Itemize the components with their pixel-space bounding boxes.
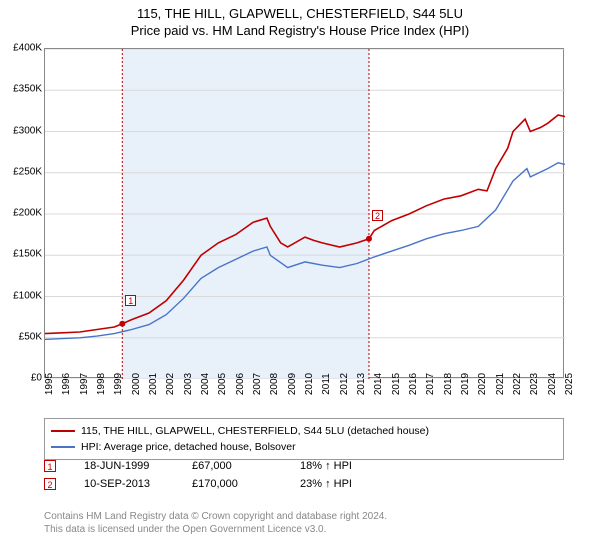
legend-label-property: 115, THE HILL, GLAPWELL, CHESTERFIELD, S…: [81, 423, 429, 439]
xtick-label: 1996: [61, 373, 72, 395]
footer: Contains HM Land Registry data © Crown c…: [44, 510, 387, 536]
xtick-label: 2015: [391, 373, 402, 395]
xtick-label: 2002: [165, 373, 176, 395]
xtick-label: 2001: [148, 373, 159, 395]
xtick-label: 2009: [287, 373, 298, 395]
sale-row-1: 1 18-JUN-1999 £67,000 18% ↑ HPI: [44, 460, 380, 472]
ytick-label: £0: [31, 373, 42, 384]
title-block: 115, THE HILL, GLAPWELL, CHESTERFIELD, S…: [0, 0, 600, 38]
plot-wrap: £0£50K£100K£150K£200K£250K£300K£350K£400…: [44, 48, 564, 378]
xtick-label: 2006: [235, 373, 246, 395]
xtick-label: 2012: [339, 373, 350, 395]
xtick-label: 2017: [425, 373, 436, 395]
sale-date-1: 18-JUN-1999: [84, 460, 164, 472]
xtick-label: 2007: [252, 373, 263, 395]
xtick-label: 2019: [460, 373, 471, 395]
chart-sale-marker: 2: [372, 210, 383, 221]
plot-area: [44, 48, 564, 378]
xtick-label: 1998: [96, 373, 107, 395]
xtick-label: 2011: [321, 373, 332, 395]
legend-row-hpi: HPI: Average price, detached house, Bols…: [51, 439, 557, 455]
xtick-label: 2023: [529, 373, 540, 395]
sale-vshpi-1: 18% ↑ HPI: [300, 460, 380, 472]
chart-sale-marker: 1: [125, 295, 136, 306]
xtick-label: 2010: [304, 373, 315, 395]
chart-svg: [45, 49, 565, 379]
sale-marker-1: 1: [44, 460, 56, 472]
xtick-label: 2018: [443, 373, 454, 395]
xtick-label: 2021: [495, 373, 506, 395]
xtick-label: 2000: [131, 373, 142, 395]
title-line1: 115, THE HILL, GLAPWELL, CHESTERFIELD, S…: [0, 6, 600, 21]
legend-swatch-property: [51, 430, 75, 432]
xtick-label: 2025: [564, 373, 575, 395]
ytick-label: £300K: [13, 125, 42, 136]
xtick-label: 1997: [79, 373, 90, 395]
ytick-label: £150K: [13, 249, 42, 260]
sale-vshpi-2: 23% ↑ HPI: [300, 478, 380, 490]
legend-swatch-hpi: [51, 446, 75, 448]
ytick-label: £250K: [13, 166, 42, 177]
footer-line2: This data is licensed under the Open Gov…: [44, 523, 387, 536]
sale-date-2: 10-SEP-2013: [84, 478, 164, 490]
xtick-label: 2003: [183, 373, 194, 395]
xtick-label: 2016: [408, 373, 419, 395]
xtick-label: 1999: [113, 373, 124, 395]
xtick-label: 2020: [477, 373, 488, 395]
ytick-label: £350K: [13, 84, 42, 95]
sales-block: 1 18-JUN-1999 £67,000 18% ↑ HPI 2 10-SEP…: [44, 460, 380, 496]
xtick-label: 2014: [373, 373, 384, 395]
ytick-label: £200K: [13, 208, 42, 219]
title-line2: Price paid vs. HM Land Registry's House …: [0, 23, 600, 38]
ytick-label: £100K: [13, 290, 42, 301]
xtick-label: 2013: [356, 373, 367, 395]
ytick-label: £400K: [13, 43, 42, 54]
xtick-label: 2008: [269, 373, 280, 395]
sale-price-1: £67,000: [192, 460, 272, 472]
chart-container: 115, THE HILL, GLAPWELL, CHESTERFIELD, S…: [0, 0, 600, 560]
xtick-label: 1995: [44, 373, 55, 395]
legend-box: 115, THE HILL, GLAPWELL, CHESTERFIELD, S…: [44, 418, 564, 460]
xtick-label: 2022: [512, 373, 523, 395]
legend-label-hpi: HPI: Average price, detached house, Bols…: [81, 439, 296, 455]
sale-price-2: £170,000: [192, 478, 272, 490]
xtick-label: 2004: [200, 373, 211, 395]
xtick-label: 2005: [217, 373, 228, 395]
ytick-label: £50K: [19, 331, 42, 342]
xtick-label: 2024: [547, 373, 558, 395]
sale-row-2: 2 10-SEP-2013 £170,000 23% ↑ HPI: [44, 478, 380, 490]
sale-marker-2: 2: [44, 478, 56, 490]
legend-row-property: 115, THE HILL, GLAPWELL, CHESTERFIELD, S…: [51, 423, 557, 439]
footer-line1: Contains HM Land Registry data © Crown c…: [44, 510, 387, 523]
